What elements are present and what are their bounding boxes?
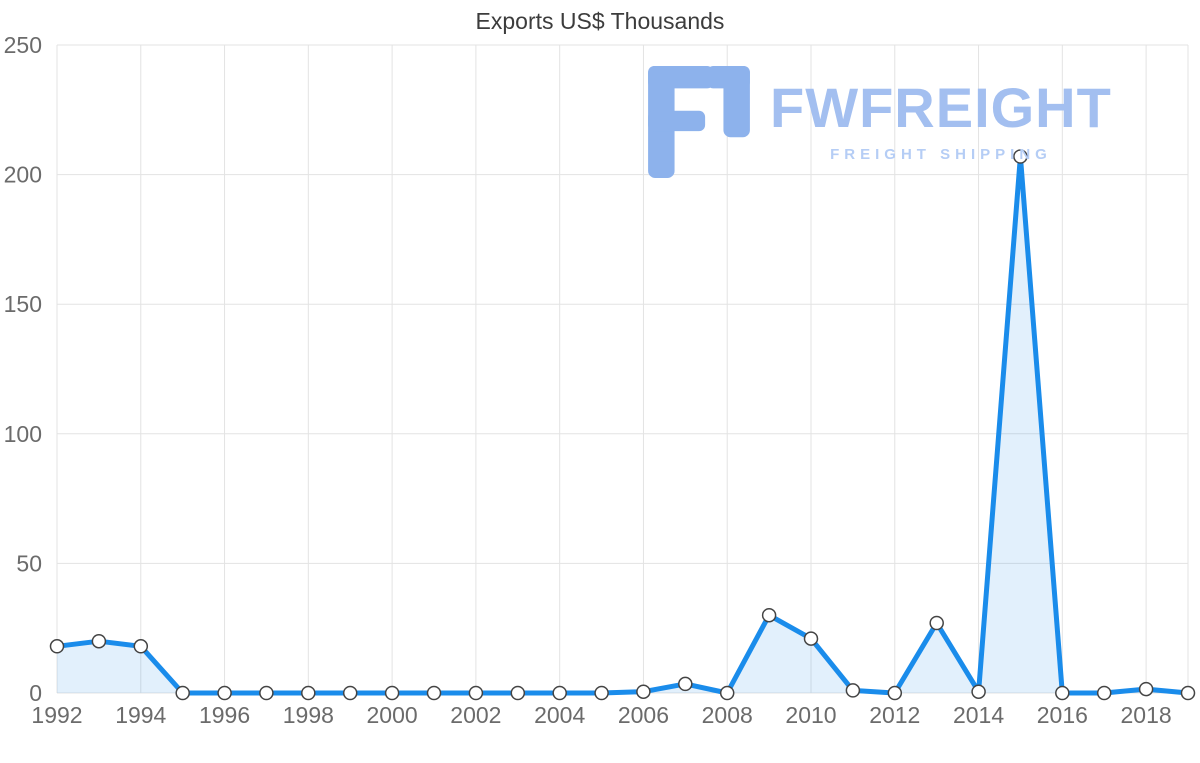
x-tick-label: 1992 (31, 702, 82, 728)
data-point (49, 639, 65, 654)
x-tick-label: 1998 (283, 702, 334, 728)
data-point (217, 685, 232, 701)
y-tick-label: 50 (16, 550, 42, 576)
data-point (1096, 685, 1112, 701)
x-tick-label: 2006 (618, 702, 669, 728)
data-point (845, 683, 861, 698)
data-point (803, 631, 819, 646)
x-tick-label: 2010 (785, 702, 836, 728)
area-fill (57, 156, 1188, 693)
y-tick-label: 0 (29, 680, 42, 706)
data-point (971, 684, 986, 699)
data-point (301, 685, 316, 701)
x-tick-label: 2008 (702, 702, 753, 728)
chart-title: Exports US$ Thousands (475, 8, 725, 34)
data-point (468, 685, 484, 701)
data-point (1180, 685, 1196, 701)
x-tick-label: 2014 (953, 702, 1004, 728)
data-point (929, 615, 944, 631)
x-tick-label: 2004 (534, 702, 585, 728)
x-tick-label: 2012 (869, 702, 920, 728)
x-tick-label: 2000 (367, 702, 418, 728)
x-tick-label: 2016 (1037, 702, 1088, 728)
data-point (175, 685, 190, 701)
x-tick-label: 1994 (115, 702, 166, 728)
data-point (342, 685, 358, 701)
data-point (91, 633, 107, 649)
data-point (761, 607, 777, 623)
data-point (552, 685, 567, 701)
y-tick-label: 250 (4, 32, 42, 58)
data-point (133, 639, 149, 654)
data-point (1055, 685, 1070, 701)
data-point (259, 685, 274, 701)
y-tick-label: 150 (4, 291, 42, 317)
data-point (1013, 149, 1028, 164)
data-point (510, 685, 526, 701)
data-point (426, 685, 442, 701)
data-point (887, 685, 903, 701)
x-tick-label: 2018 (1121, 702, 1172, 728)
data-point (719, 685, 735, 701)
x-tick-label: 1996 (199, 702, 250, 728)
x-tick-label: 2002 (450, 702, 501, 728)
data-point (636, 684, 651, 699)
data-point (678, 676, 693, 692)
y-tick-label: 200 (4, 162, 42, 188)
data-point (1138, 681, 1154, 697)
series-line (54, 154, 1191, 696)
data-point (594, 685, 609, 701)
data-point (384, 685, 400, 701)
y-tick-label: 100 (4, 421, 42, 447)
